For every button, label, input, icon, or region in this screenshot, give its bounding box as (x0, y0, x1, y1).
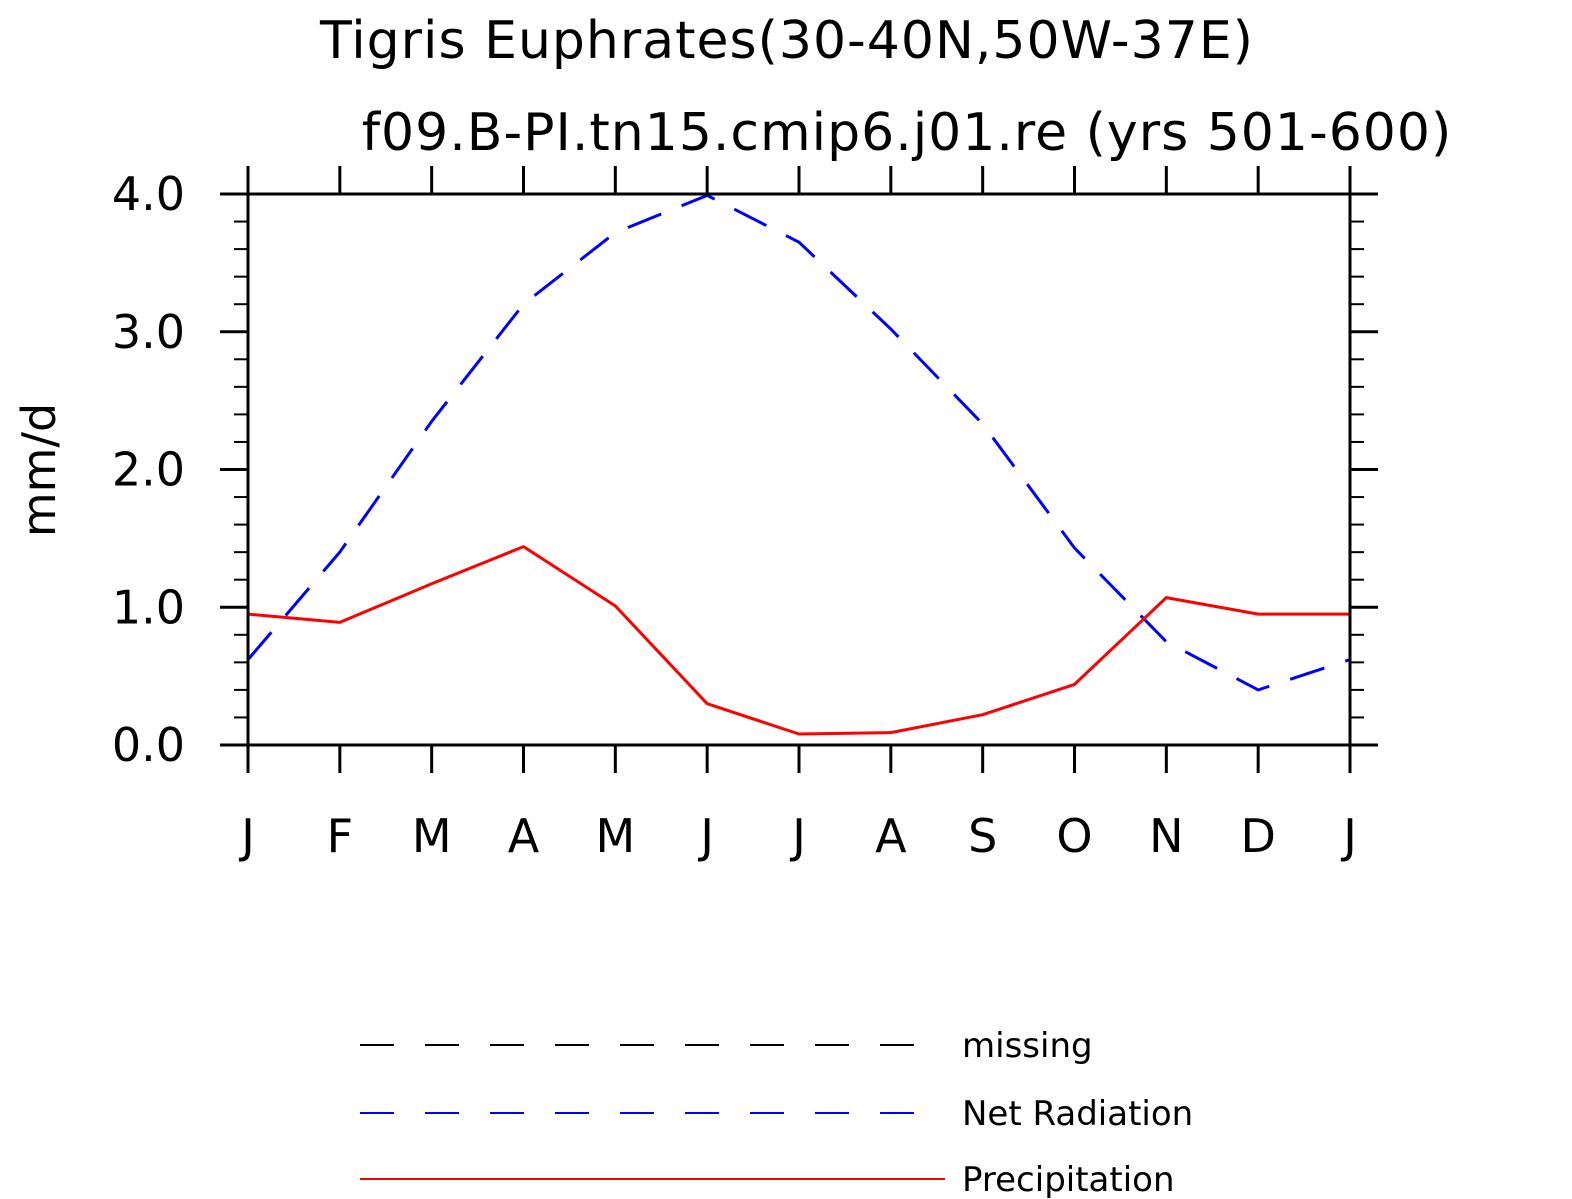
series-line-net-radiation (246, 193, 1351, 692)
x-tick-label: D (1240, 809, 1275, 863)
x-tick-label: A (875, 809, 907, 863)
y-tick-label: 0.0 (112, 718, 185, 772)
x-tick-label: J (697, 809, 714, 863)
x-tick-label: F (327, 809, 353, 863)
plot-frame (246, 192, 1352, 747)
legend: missing Net Radiation Precipitation (360, 1026, 1193, 1199)
chart-title: Tigris Euphrates(30-40N,50W-37E) (319, 11, 1254, 71)
x-tick-label: A (508, 809, 540, 863)
y-tick-label: 3.0 (112, 305, 185, 359)
x-tick-label: J (238, 809, 255, 863)
y-tick-label: 2.0 (112, 443, 185, 497)
x-tick-label: N (1149, 809, 1183, 863)
y-tick-label: 1.0 (112, 580, 185, 634)
legend-label: Net Radiation (962, 1094, 1193, 1134)
x-tick-label: S (968, 809, 997, 863)
x-tick-label: J (1340, 809, 1357, 863)
x-tick-label: J (789, 809, 806, 863)
x-tick-label: O (1056, 809, 1092, 863)
chart-subtitle: f09.B-PI.tn15.cmip6.j01.re (yrs 501-600) (362, 103, 1453, 163)
legend-label: Precipitation (962, 1160, 1175, 1199)
x-tick-label: M (412, 809, 452, 863)
y-axis-label: mm/d (12, 403, 66, 537)
series-line-precipitation (247, 545, 1350, 736)
axis-ticks (220, 166, 1378, 773)
data-series (246, 193, 1351, 736)
tick-labels: J F M A M J J A S O N D J 0.0 1.0 2.0 3.0 4.0 (112, 167, 1357, 863)
y-tick-label: 4.0 (112, 167, 185, 221)
x-tick-label: M (595, 809, 635, 863)
legend-label: missing (962, 1026, 1093, 1066)
